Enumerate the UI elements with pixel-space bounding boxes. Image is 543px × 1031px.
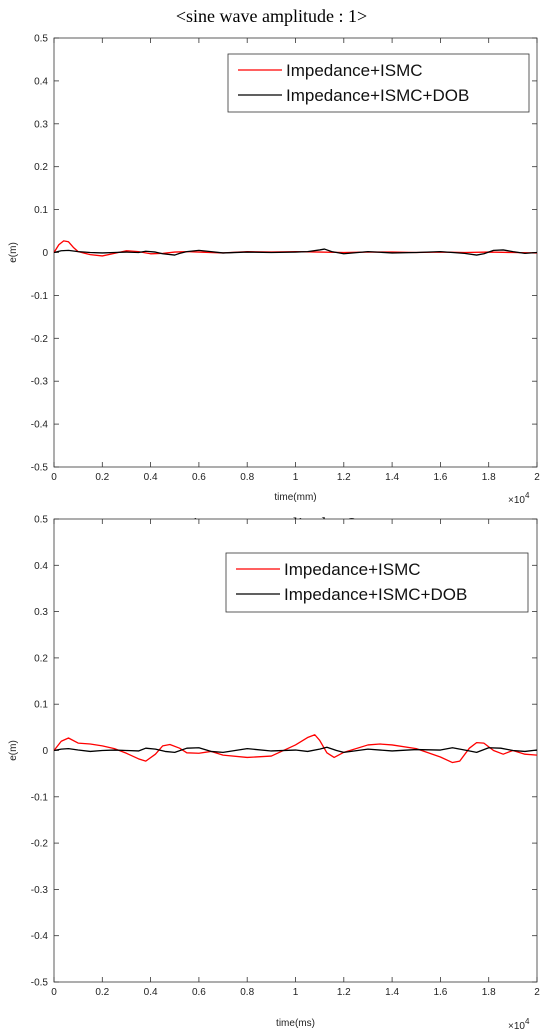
y-tick-label: 0.3 [34, 119, 48, 130]
x-tick-label: 1.2 [337, 987, 351, 998]
x-tick-label: 0.6 [192, 472, 206, 483]
series-line-impedance-ismc-dob [53, 248, 538, 256]
y-tick-label: 0.2 [34, 162, 48, 173]
x-tick-label: 0.8 [240, 472, 254, 483]
x-axis-multiplier: ×104 [508, 491, 530, 506]
x-tick-label: 1.4 [385, 472, 399, 483]
legend: Impedance+ISMC Impedance+ISMC+DOB [225, 552, 529, 613]
x-tick-label: 2 [534, 987, 540, 998]
x-tick-label: 1 [293, 472, 299, 483]
line-chart: -0.5 -0.4 -0.3 -0.2 -0.1 0 0.1 0.2 0.3 0.4 0.5 0 0.2… [8, 515, 540, 1031]
x-tick-label: 0.2 [95, 472, 109, 483]
chart-panel-amplitude-2: <sine wave amplitude : 2> -0.5-0.4-0.3-0… [0, 514, 543, 1031]
x-tick-label: 1 [293, 987, 299, 998]
y-tick-label: -0.4 [31, 931, 49, 942]
y-tick-label: 0.5 [34, 34, 48, 45]
y-tick-label: 0.1 [34, 205, 48, 216]
y-tick-label: 0.5 [34, 515, 48, 526]
x-axis-multiplier-exponent: 4 [525, 1017, 530, 1026]
x-tick-label: 0.4 [144, 472, 158, 483]
x-axis-multiplier-exponent: 4 [525, 491, 530, 500]
chart-title: <sine wave amplitude : 1> [175, 6, 368, 26]
legend-label: Impedance+ISMC [286, 61, 423, 80]
y-tick-label: 0.4 [34, 561, 48, 572]
legend-box [227, 53, 530, 113]
legend-label: Impedance+ISMC+DOB [284, 585, 467, 604]
x-tick-label: 1.4 [385, 987, 399, 998]
chart-panel-amplitude-1: <sine wave amplitude : 1> -0.5 -0.4 -0.3 -0… [0, 0, 543, 515]
x-tick-label: 0 [51, 987, 57, 998]
y-tick-label: -0.5 [31, 463, 49, 474]
legend-box [225, 552, 529, 613]
y-tick-label: -0.2 [31, 839, 49, 850]
x-tick-label: 0.8 [240, 987, 254, 998]
x-tick-label: 0.2 [95, 987, 109, 998]
y-axis-label: e(m) [8, 740, 19, 761]
series-line-impedance-ismc [53, 734, 538, 764]
x-axis-multiplier: ×104 [508, 1017, 530, 1031]
y-tick-label: -0.3 [31, 885, 49, 896]
y-tick-label: -0.3 [31, 377, 49, 388]
series-line-impedance-ismc-dob [53, 746, 538, 754]
x-tick-label: 1.8 [482, 987, 496, 998]
y-tick-label: 0.1 [34, 700, 48, 711]
x-axis-multiplier-base: ×10 [508, 495, 525, 506]
y-tick-label: 0 [42, 248, 48, 259]
y-tick-label: -0.5 [31, 978, 49, 989]
x-tick-label: 0.6 [192, 987, 206, 998]
x-axis-label: time(ms) [276, 1018, 315, 1029]
x-tick-label: 2 [534, 472, 540, 483]
legend: Impedance+ISMC Impedance+ISMC+DOB [227, 53, 530, 113]
x-tick-label: 1.6 [433, 472, 447, 483]
y-tick-label: -0.4 [31, 420, 49, 431]
line-chart: -0.5 -0.4 -0.3 -0.2 -0.1 0 0.1 0.2 0.3 0.4 0.5 0 0.2… [8, 34, 540, 507]
y-axis-label: e(m) [8, 242, 19, 263]
x-tick-label: 1.6 [433, 987, 447, 998]
y-tick-label: 0 [42, 746, 48, 757]
y-tick-label: -0.1 [31, 792, 49, 803]
x-axis-label: time(mm) [274, 492, 316, 503]
x-tick-label: 0 [51, 472, 57, 483]
x-tick-label: 1.2 [337, 472, 351, 483]
y-tick-label: -0.2 [31, 334, 49, 345]
y-tick-label: 0.4 [34, 76, 48, 87]
legend-label: Impedance+ISMC [284, 560, 421, 579]
x-axis-multiplier-base: ×10 [508, 1021, 525, 1031]
x-tick-label: 1.8 [482, 472, 496, 483]
x-tick-label: 0.4 [144, 987, 158, 998]
legend-label: Impedance+ISMC+DOB [286, 86, 469, 105]
y-tick-label: 0.3 [34, 607, 48, 618]
y-tick-label: -0.1 [31, 291, 49, 302]
y-tick-label: 0.2 [34, 653, 48, 664]
